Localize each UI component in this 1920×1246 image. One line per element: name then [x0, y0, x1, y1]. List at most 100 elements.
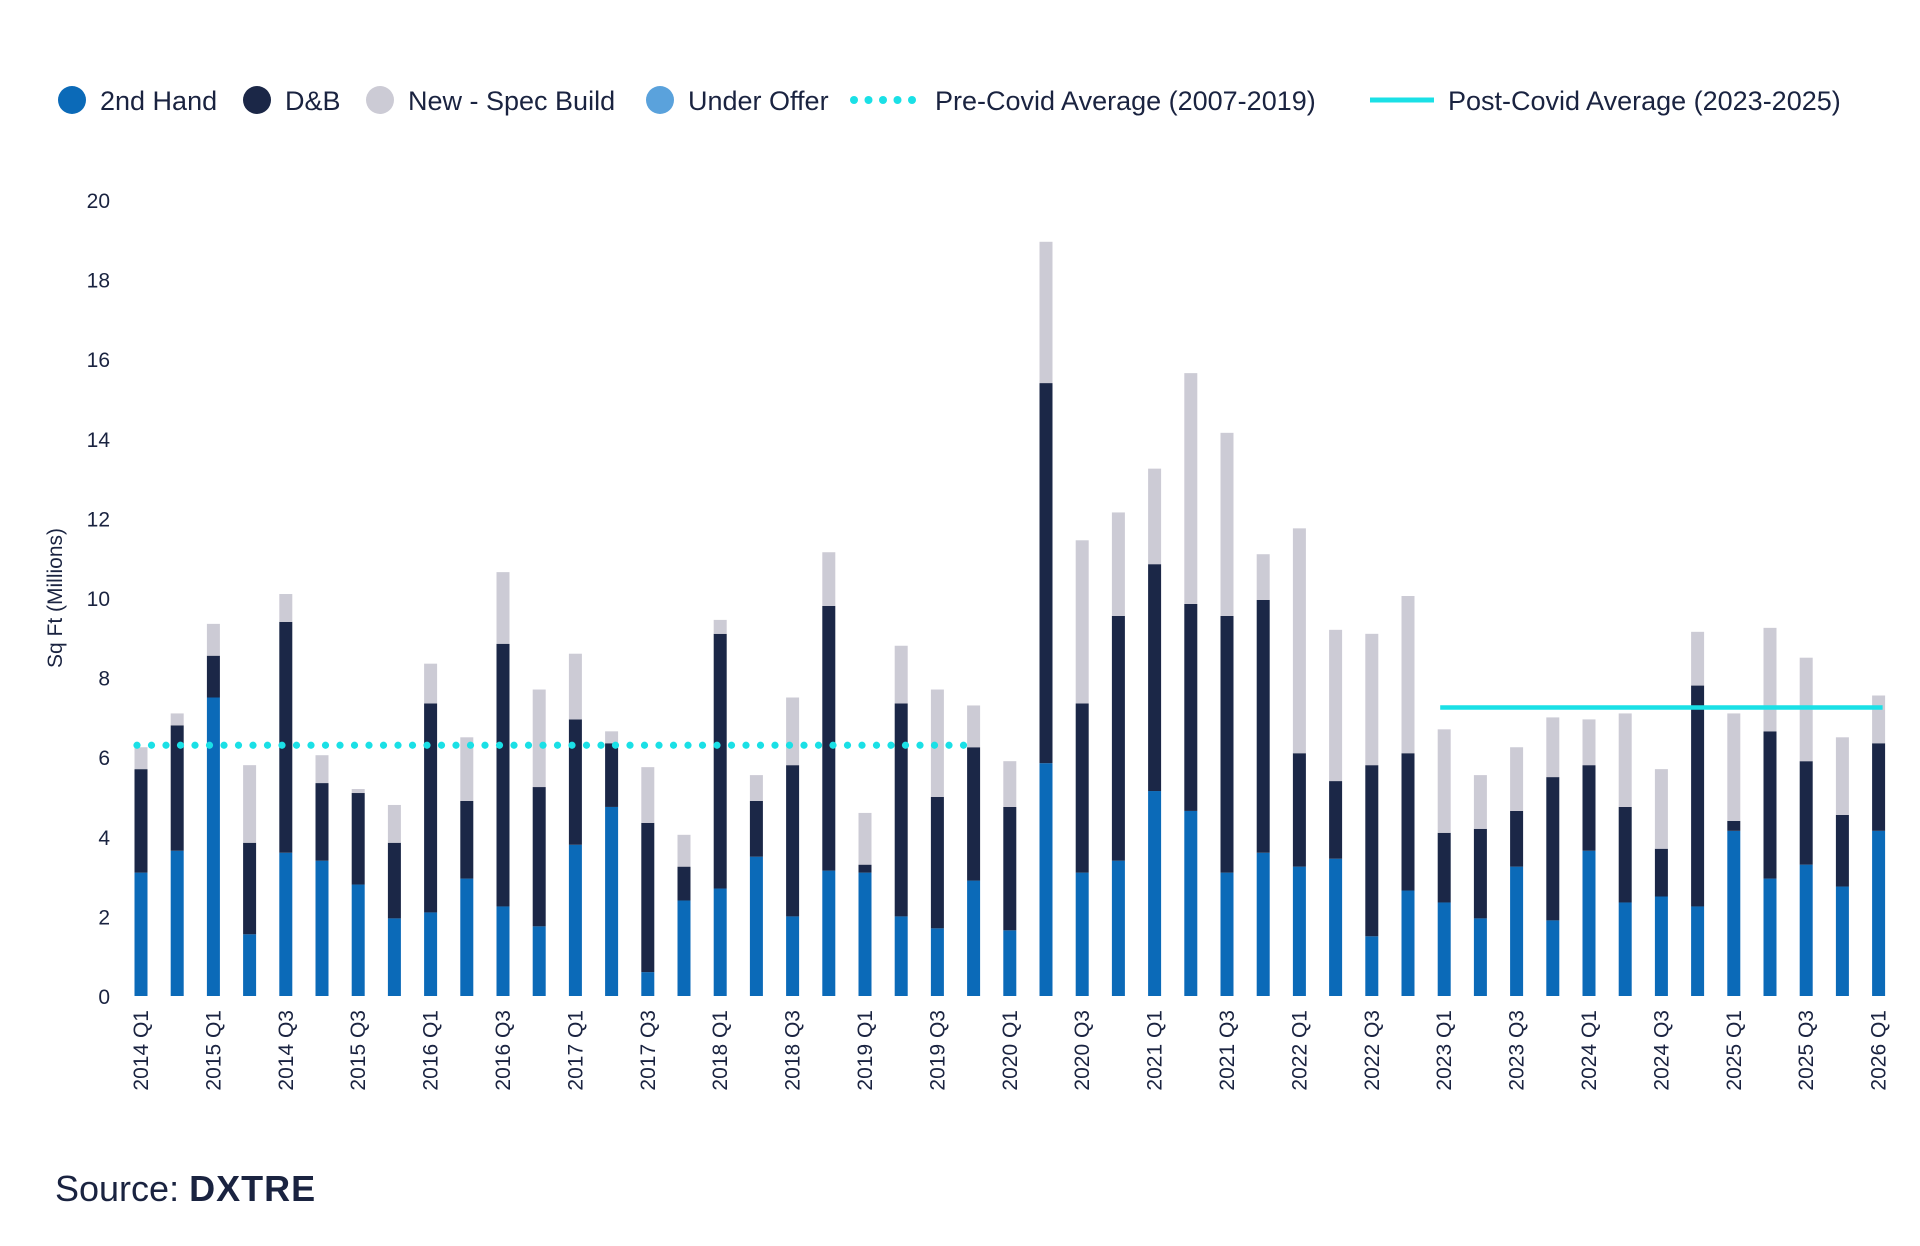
bar-segment-d-b [351, 793, 365, 885]
bar-segment-d-b [315, 783, 329, 861]
bar-segment-d-b [786, 765, 800, 917]
bar-segment-new-spec-build [1184, 373, 1198, 604]
bar-segment-new-spec-build [1292, 528, 1306, 754]
bar-stack [315, 755, 329, 996]
bar-segment-2nd-hand [1039, 763, 1053, 996]
bar-segment-d-b [1546, 777, 1560, 921]
legend-item-post-covid-average-2023-2025: Post-Covid Average (2023-2025) [1370, 86, 1841, 116]
bar-stack [677, 834, 691, 996]
bar-segment-d-b [858, 864, 872, 873]
x-tick-label: 2020 Q3 [1071, 1010, 1094, 1091]
bar-segment-new-spec-build [568, 653, 582, 720]
bar-segment-2nd-hand [1329, 858, 1343, 996]
y-tick-label: 6 [98, 747, 110, 770]
bar-segment-2nd-hand [496, 906, 510, 996]
bar-segment-new-spec-build [749, 775, 763, 801]
x-tick-label: 2023 Q3 [1506, 1010, 1529, 1091]
x-tick-label: 2021 Q1 [1144, 1010, 1167, 1091]
bar-stack [1039, 241, 1053, 996]
bar-segment-new-spec-build [786, 697, 800, 766]
bar-segment-d-b [1292, 753, 1306, 867]
bar-stack [532, 689, 546, 996]
bar-segment-2nd-hand [967, 880, 981, 996]
bar-segment-d-b [170, 725, 184, 851]
x-tick-label: 2024 Q3 [1650, 1010, 1673, 1091]
y-tick-label: 12 [87, 508, 110, 531]
bar-segment-new-spec-build [1256, 554, 1270, 600]
bar-stack [1872, 695, 1886, 996]
bar-segment-2nd-hand [134, 872, 148, 996]
bar-segment-d-b [134, 769, 148, 873]
y-tick-label: 14 [87, 429, 111, 452]
bar-segment-2nd-hand [532, 926, 546, 996]
bar-segment-d-b [1220, 615, 1234, 873]
bar-stack [243, 765, 257, 996]
bar-stack [1654, 769, 1668, 996]
bar-segment-2nd-hand [1292, 866, 1306, 996]
y-tick-label: 20 [87, 190, 110, 213]
bar-stack [1003, 761, 1017, 996]
bar-segment-new-spec-build [1618, 713, 1632, 807]
bar-segment-d-b [568, 719, 582, 845]
y-tick-label: 0 [98, 986, 110, 1009]
bar-segment-2nd-hand [713, 888, 727, 996]
bar-segment-2nd-hand [1473, 918, 1487, 996]
bar-segment-d-b [1691, 685, 1705, 907]
x-tick-label: 2020 Q1 [999, 1010, 1022, 1091]
bar-segment-new-spec-build [967, 705, 981, 748]
bar-segment-new-spec-build [206, 623, 220, 656]
bar-segment-2nd-hand [1437, 902, 1451, 996]
x-tick-label: 2025 Q1 [1723, 1010, 1746, 1091]
bar-segment-d-b [532, 787, 546, 927]
bar-segment-2nd-hand [930, 928, 944, 996]
source-note: Source: DXTRE [55, 1168, 316, 1210]
bar-stack [1148, 468, 1162, 996]
bar-segment-2nd-hand [677, 900, 691, 996]
bar-segment-2nd-hand [1727, 830, 1741, 996]
bar-segment-2nd-hand [1401, 890, 1415, 996]
bar-segment-d-b [894, 703, 908, 917]
bar-segment-d-b [243, 842, 257, 935]
x-tick-label: 2016 Q3 [492, 1010, 515, 1091]
bar-segment-new-spec-build [1763, 627, 1777, 732]
bar-segment-2nd-hand [858, 872, 872, 996]
bar-segment-new-spec-build [894, 645, 908, 704]
bar-segment-2nd-hand [1618, 902, 1632, 996]
bar-segment-2nd-hand [894, 916, 908, 996]
bar-segment-new-spec-build [1654, 769, 1668, 849]
bar-segment-d-b [605, 743, 619, 807]
bar-stack [279, 594, 293, 996]
bar-segment-2nd-hand [279, 852, 293, 996]
bar-segment-d-b [1582, 765, 1596, 851]
bar-segment-d-b [1075, 703, 1089, 873]
bar-segment-2nd-hand [749, 856, 763, 996]
bar-segment-2nd-hand [568, 844, 582, 996]
bar-segment-2nd-hand [1872, 830, 1886, 996]
bar-segment-2nd-hand [1365, 936, 1379, 996]
bar-segment-d-b [1473, 828, 1487, 919]
x-tick-label: 2014 Q1 [130, 1010, 153, 1091]
bar-segment-new-spec-build [1075, 540, 1089, 704]
legend-item-2nd-hand: 2nd Hand [58, 86, 217, 116]
bar-segment-d-b [967, 747, 981, 881]
bar-segment-2nd-hand [1111, 860, 1125, 996]
bar-segment-2nd-hand [351, 884, 365, 996]
legend-swatch [243, 86, 271, 114]
x-tick-label: 2017 Q3 [637, 1010, 660, 1091]
bar-segment-new-spec-build [1546, 717, 1560, 778]
bar-segment-2nd-hand [1075, 872, 1089, 996]
bar-segment-new-spec-build [424, 663, 438, 704]
bar-segment-d-b [1799, 761, 1813, 865]
bar-segment-d-b [1727, 820, 1741, 831]
bar-stack [424, 663, 438, 996]
bar-segment-new-spec-build [315, 755, 329, 784]
bar-stack [351, 789, 365, 996]
legend-label: D&B [285, 86, 341, 116]
x-tick-label: 2019 Q3 [926, 1010, 949, 1091]
legend-label: Post-Covid Average (2023-2025) [1448, 86, 1841, 116]
bar-stack [713, 619, 727, 996]
bar-segment-2nd-hand [786, 916, 800, 996]
bar-segment-2nd-hand [822, 870, 836, 996]
bar-stack [1510, 747, 1524, 996]
bar-segment-2nd-hand [460, 878, 474, 996]
